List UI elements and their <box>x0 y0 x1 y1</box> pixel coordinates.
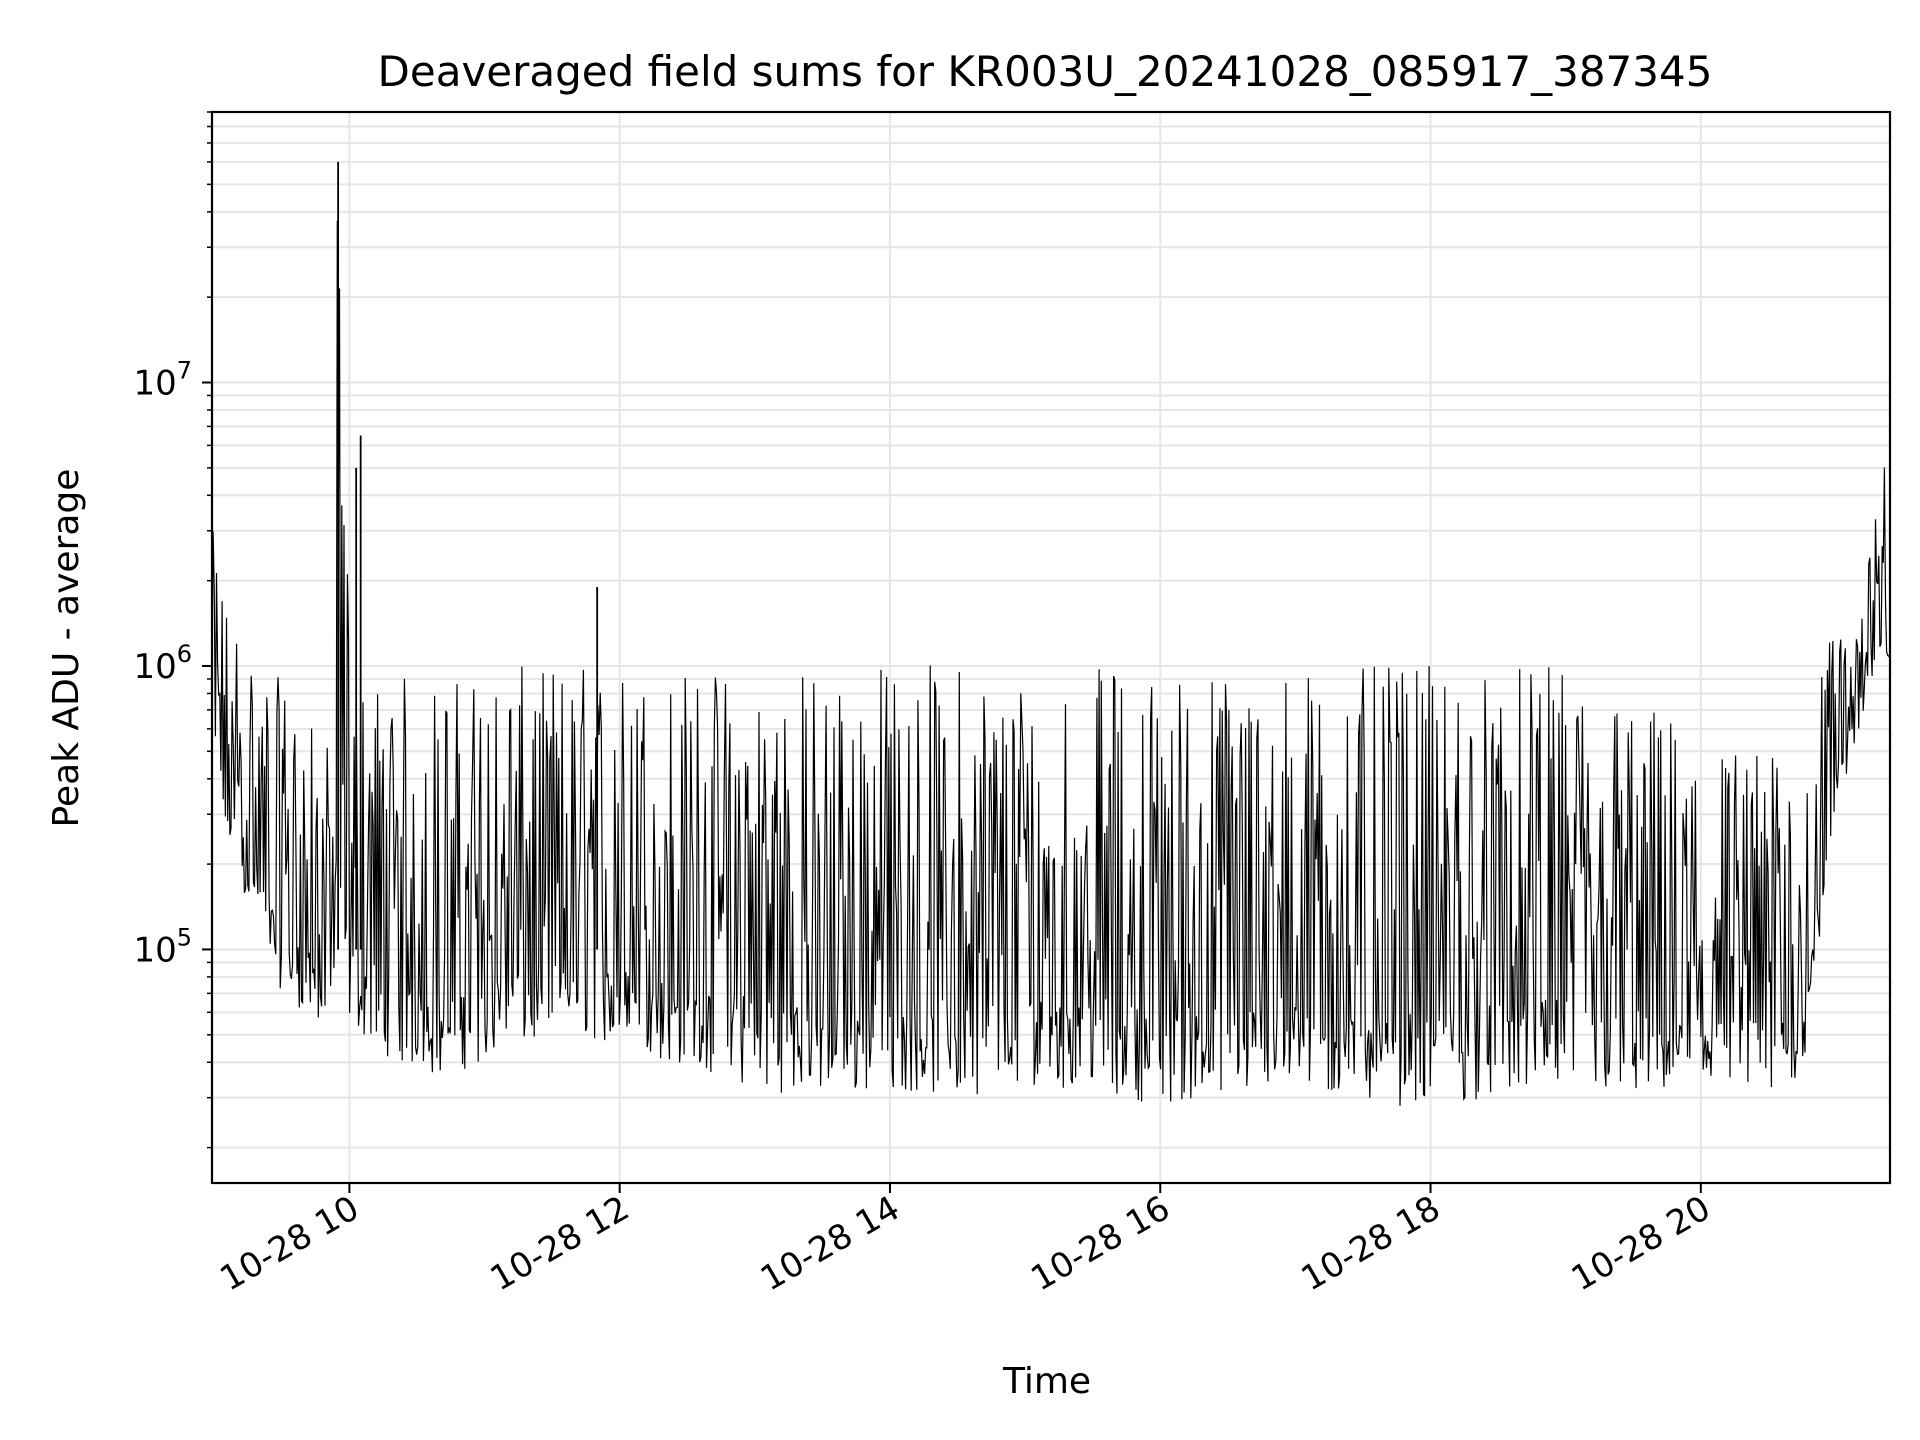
series-line <box>211 220 1891 1106</box>
y-tick-exponent: 6 <box>177 640 192 668</box>
y-tick-exponent: 5 <box>177 923 192 951</box>
axes-frame <box>210 110 1892 1185</box>
y-axis-label: Peak ADU - average <box>46 469 87 828</box>
x-axis-label: Time <box>1002 1361 1091 1402</box>
chart-title: Deaveraged field sums for KR003U_2024102… <box>378 47 1713 96</box>
y-tick-exponent: 7 <box>177 357 192 385</box>
data-series <box>211 161 1891 1106</box>
